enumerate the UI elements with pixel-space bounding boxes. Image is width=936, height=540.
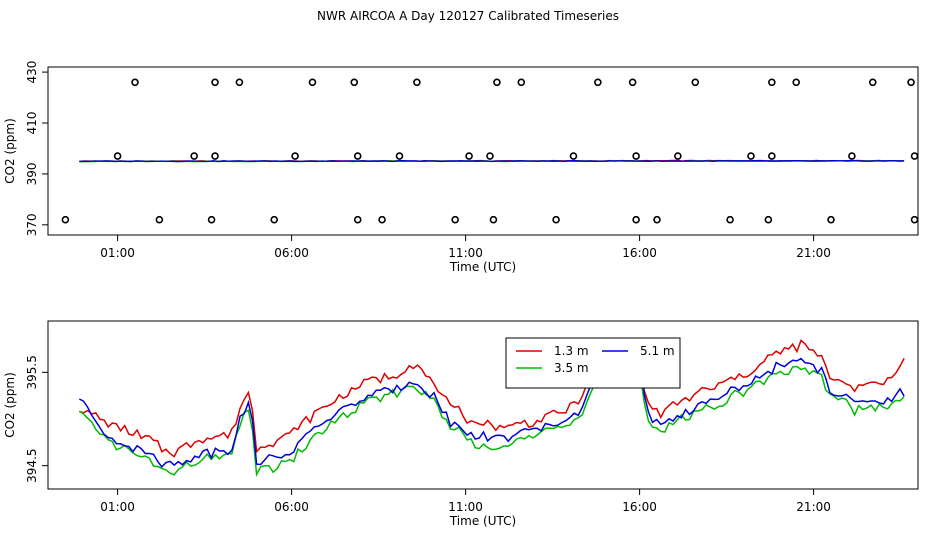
y-tick-label: 410 <box>25 112 39 135</box>
data-point <box>632 215 640 224</box>
plot-frame <box>47 66 919 236</box>
y-tick-label: 430 <box>25 61 39 84</box>
data-point <box>768 152 776 160</box>
data-point <box>465 152 473 160</box>
data-point <box>764 215 773 224</box>
data-point <box>270 215 279 224</box>
data-point <box>868 78 877 87</box>
data-point <box>594 78 602 87</box>
plot-frame <box>47 320 919 490</box>
data-point <box>190 152 198 160</box>
data-point <box>827 215 835 224</box>
data-point <box>353 152 362 160</box>
data-point <box>747 152 755 160</box>
x-axis-label: Time (UTC) <box>449 514 516 528</box>
data-point <box>451 215 459 224</box>
data-point <box>632 152 640 160</box>
data-point <box>910 152 919 160</box>
top-panel: 01:00 06:00 11:00 16:00 21:00 Time (UTC) 370 39… <box>3 61 919 274</box>
data-point <box>211 78 219 87</box>
legend-label: 3.5 m <box>554 361 589 375</box>
data-point <box>628 78 637 87</box>
y-axis-label: CO2 (ppm) <box>3 372 17 438</box>
chart-title: NWR AIRCOA A Day 120127 Calibrated Times… <box>316 9 619 23</box>
data-point <box>907 78 915 87</box>
data-point <box>726 215 734 224</box>
data-point <box>792 78 801 87</box>
data-point <box>113 152 122 160</box>
data-point <box>395 152 404 160</box>
data-point <box>674 152 682 160</box>
legend-label: 1.3 m <box>554 344 589 358</box>
legend-box <box>505 337 681 389</box>
data-point <box>768 78 776 87</box>
x-tick-label: 01:00 <box>100 500 135 514</box>
data-point <box>413 78 421 87</box>
data-point <box>486 152 494 160</box>
x-axis-label: Time (UTC) <box>449 260 516 274</box>
data-point <box>155 215 164 224</box>
data-point <box>291 152 299 160</box>
x-tick-label: 21:00 <box>796 246 831 260</box>
series-line-2 <box>78 364 905 477</box>
x-tick-label: 21:00 <box>796 500 831 514</box>
x-tick-label: 16:00 <box>622 246 657 260</box>
data-point <box>848 152 856 160</box>
data-point <box>653 215 661 224</box>
data-point <box>353 215 362 224</box>
series-line-1 <box>79 339 905 458</box>
y-axis-label: CO2 (ppm) <box>3 118 17 184</box>
x-tick-label: 06:00 <box>274 500 309 514</box>
series-line-3 <box>79 159 905 163</box>
data-point <box>211 152 219 160</box>
series-line-3 <box>78 355 905 469</box>
data-point <box>131 78 139 87</box>
y-tick-label: 394.5 <box>25 448 39 482</box>
x-tick-label: 16:00 <box>622 500 657 514</box>
data-point <box>235 78 244 87</box>
data-point <box>207 215 216 224</box>
data-point <box>350 78 359 87</box>
data-point <box>517 78 526 87</box>
data-point <box>493 78 501 87</box>
data-point <box>308 78 317 87</box>
x-tick-label: 11:00 <box>448 500 483 514</box>
data-point <box>910 215 919 224</box>
data-point <box>378 215 386 224</box>
y-tick-label: 395.5 <box>25 355 39 389</box>
x-tick-label: 11:00 <box>448 246 483 260</box>
x-tick-label: 06:00 <box>274 246 309 260</box>
legend-label: 5.1 m <box>640 344 675 358</box>
data-point <box>61 215 70 224</box>
data-point <box>691 78 700 87</box>
bottom-panel: 01:00 06:00 11:00 16:00 21:00 Time (UTC) 394.5… <box>3 320 919 528</box>
data-point <box>552 215 560 224</box>
y-tick-label: 370 <box>25 213 39 236</box>
data-point <box>489 215 498 224</box>
data-point <box>569 152 578 160</box>
x-tick-label: 01:00 <box>100 246 135 260</box>
y-tick-label: 390 <box>25 162 39 185</box>
